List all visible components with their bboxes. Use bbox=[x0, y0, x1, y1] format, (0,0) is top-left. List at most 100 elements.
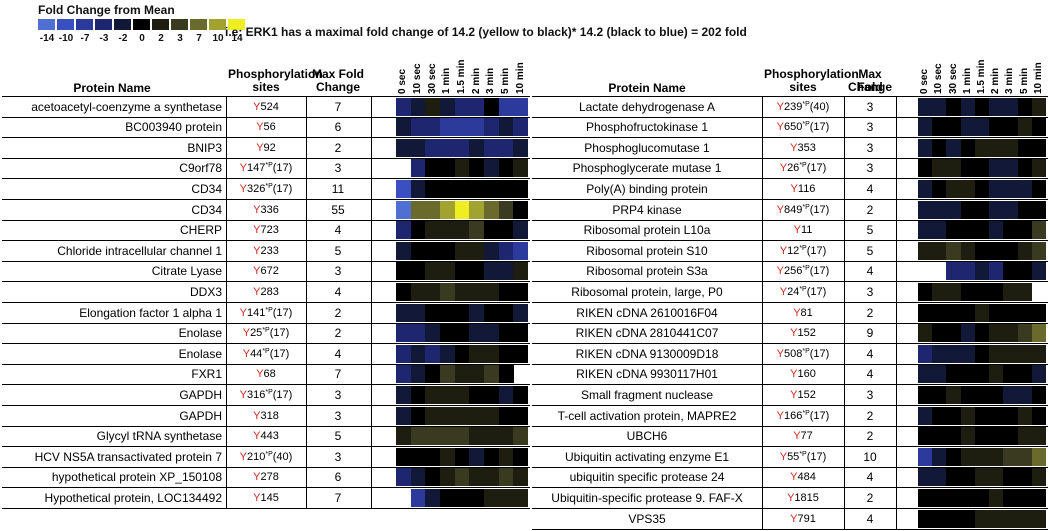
heatmap-cell bbox=[454, 324, 470, 343]
heatmap-cell bbox=[989, 97, 1004, 116]
heatmap-cell bbox=[410, 406, 426, 425]
heatmap-cell bbox=[960, 262, 976, 281]
site-superscript: *P bbox=[802, 265, 810, 273]
heatmap-cell bbox=[498, 406, 514, 425]
heatmap-cell bbox=[989, 468, 1004, 487]
row-rule bbox=[2, 240, 530, 242]
max-fold-value: 5 bbox=[334, 243, 342, 258]
heatmap-cell bbox=[410, 344, 426, 363]
protein-name: RIKEN cDNA 2810441C07 bbox=[575, 326, 719, 341]
heatmap-cell bbox=[974, 179, 990, 198]
heatmap-cell bbox=[918, 303, 933, 322]
heatmap-cell bbox=[989, 447, 1004, 466]
protein-name: acetoacetyl-coenzyme a synthetase bbox=[31, 99, 222, 114]
protein-name: Phosphoglycerate mutase 1 bbox=[572, 161, 722, 176]
heatmap-cell bbox=[454, 406, 470, 425]
phospho-site: Y152 bbox=[764, 323, 842, 343]
protein-name: BC003940 protein bbox=[125, 120, 222, 135]
column-rule bbox=[844, 96, 845, 529]
phospho-site: Y849*P(17) bbox=[764, 200, 842, 220]
site-reference: (17) bbox=[806, 285, 827, 298]
protein-name: Hypothetical protein, LOC134492 bbox=[44, 490, 222, 505]
phospho-site: Y160 bbox=[764, 364, 842, 384]
heatmap-cell bbox=[498, 427, 514, 446]
heatmap-cell bbox=[974, 282, 990, 301]
time-label: 1.5 min bbox=[976, 59, 987, 94]
row-rule bbox=[532, 508, 1048, 509]
heatmap-cell bbox=[498, 344, 514, 363]
heatmap-cell bbox=[425, 282, 441, 301]
heatmap-cell bbox=[989, 427, 1004, 446]
phospho-site: Y508*P(17) bbox=[764, 344, 842, 364]
site-reference: (17) bbox=[269, 327, 290, 340]
heatmap-cell bbox=[1003, 221, 1018, 240]
protein-name: Ubiquitin-specific protease 9. FAF-X bbox=[551, 490, 743, 505]
heatmap-cell bbox=[425, 447, 441, 466]
site-number: 24 bbox=[787, 285, 800, 298]
heatmap-cell bbox=[498, 159, 514, 178]
heatmap-cell bbox=[932, 282, 947, 301]
heatmap-cell bbox=[410, 468, 426, 487]
time-label: 0 sec bbox=[397, 68, 409, 94]
heatmap-cell bbox=[469, 468, 485, 487]
max-fold-value: 3 bbox=[334, 408, 342, 423]
heatmap-cell bbox=[918, 344, 933, 363]
max-fold-value: 2 bbox=[334, 305, 342, 320]
phospho-site: Y24*P(17) bbox=[764, 282, 842, 302]
time-label: 10 sec bbox=[933, 63, 945, 94]
protein-name: GAPDH bbox=[179, 408, 222, 423]
tyrosine-marker: Y bbox=[779, 244, 788, 257]
heatmap-cell bbox=[946, 221, 962, 240]
heatmap-cell bbox=[946, 200, 962, 219]
heatmap-cell bbox=[469, 118, 485, 137]
legend-swatch bbox=[228, 19, 245, 30]
column-rule bbox=[226, 96, 227, 508]
heatmap-cell bbox=[960, 241, 976, 260]
heatmap-cell bbox=[498, 447, 514, 466]
site-number: 147 bbox=[247, 162, 266, 175]
heatmap-cell bbox=[513, 282, 529, 301]
row-rule bbox=[2, 260, 530, 262]
site-superscript: *P bbox=[799, 450, 807, 458]
protein-name: CD34 bbox=[191, 181, 222, 196]
legend-label: -14 bbox=[39, 33, 55, 44]
heatmap-cell bbox=[469, 241, 485, 260]
heatmap-cell bbox=[960, 488, 976, 507]
column-rule bbox=[896, 96, 897, 529]
heatmap-cell bbox=[1003, 427, 1018, 446]
max-fold-value: 2 bbox=[866, 305, 874, 320]
heatmap-cell bbox=[989, 488, 1004, 507]
heatmap-cell bbox=[960, 468, 976, 487]
heatmap-cell bbox=[425, 179, 441, 198]
heatmap-cell bbox=[1003, 118, 1018, 137]
heatmap-cell bbox=[1017, 221, 1033, 240]
heatmap-cell bbox=[918, 138, 933, 157]
tyrosine-marker: Y bbox=[239, 306, 247, 319]
heatmap-cell bbox=[469, 406, 485, 425]
heatmap-cell bbox=[974, 344, 990, 363]
heatmap-cell bbox=[440, 118, 456, 137]
heatmap-cell bbox=[989, 138, 1004, 157]
protein-name: Ribosomal protein L10a bbox=[583, 223, 711, 238]
protein-name: Citrate Lyase bbox=[151, 264, 222, 279]
heatmap-cell bbox=[410, 241, 426, 260]
tyrosine-marker: Y bbox=[790, 471, 798, 484]
tyrosine-marker: Y bbox=[242, 327, 251, 340]
heatmap-cell bbox=[513, 221, 529, 240]
heatmap-cell bbox=[974, 97, 990, 116]
protein-name: Glycyl tRNA synthetase bbox=[96, 429, 222, 444]
site-reference: (17) bbox=[806, 244, 827, 257]
sites-header: sites bbox=[252, 80, 280, 94]
phospho-site: Y278 bbox=[228, 467, 304, 487]
heatmap-cell bbox=[946, 179, 962, 198]
heatmap-cell bbox=[946, 468, 962, 487]
phospho-site: Y81 bbox=[764, 303, 842, 323]
heatmap-cell bbox=[469, 97, 485, 116]
heatmap-cell bbox=[454, 344, 470, 363]
protein-name: Phosphoglucomutase 1 bbox=[584, 140, 710, 155]
heatmap-cell bbox=[469, 179, 485, 198]
heatmap-cell bbox=[484, 138, 500, 157]
site-number: 318 bbox=[260, 409, 279, 422]
heatmap-cell bbox=[469, 344, 485, 363]
